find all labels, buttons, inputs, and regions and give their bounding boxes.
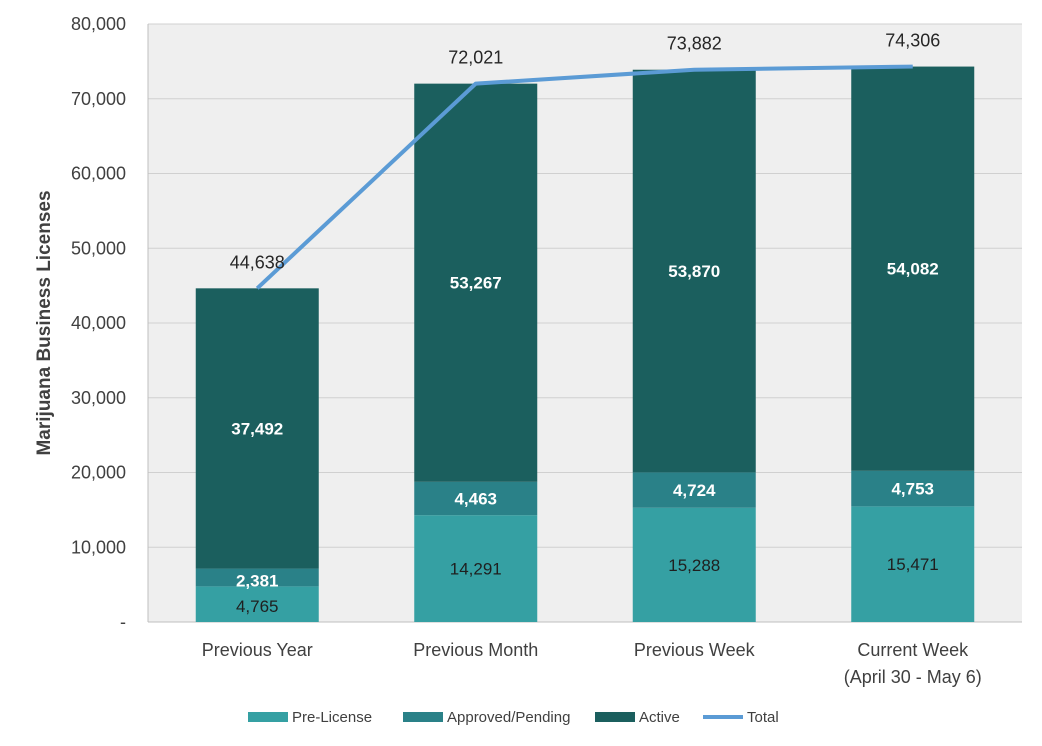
y-axis-label: Marijuana Business Licenses	[34, 190, 55, 455]
bar-value-label: 14,291	[450, 560, 502, 579]
bar-value-label: 4,765	[236, 597, 279, 616]
total-line-path	[255, 64, 913, 290]
bar-value-label: 4,753	[891, 480, 934, 499]
bar-value-label: 2,381	[236, 571, 279, 590]
x-category-label: Previous Week	[634, 640, 756, 660]
bar-segment	[632, 472, 756, 508]
y-tick-label: 70,000	[71, 89, 126, 109]
y-tick-label: 80,000	[71, 14, 126, 34]
total-value-label: 44,638	[230, 252, 285, 272]
bar-value-label: 53,870	[668, 262, 720, 281]
y-tick-label: 20,000	[71, 463, 126, 483]
y-tick-label: 10,000	[71, 537, 126, 557]
bar-value-label: 53,267	[450, 274, 502, 293]
x-category-label: Previous Month	[413, 640, 538, 660]
total-value-label: 74,306	[885, 31, 940, 51]
y-axis-ticks: - 10,000 20,000 30,000 40,000 50,000 60,000 70,…	[71, 14, 126, 632]
legend-swatch	[248, 712, 288, 722]
bar-segment	[195, 288, 319, 569]
y-tick-label: 30,000	[71, 388, 126, 408]
bar-segment	[414, 515, 538, 622]
bars: 4,765 2,381 37,492 14,291 4,463 53,267 15,288 4…	[195, 66, 975, 622]
legend-swatch	[403, 712, 443, 722]
x-axis-categories: Previous Year Previous Month Previous Week…	[202, 640, 982, 687]
legend-swatch	[595, 712, 635, 722]
bar-segment	[414, 83, 538, 482]
legend: Pre-License Approved/Pending Active Total	[248, 709, 779, 726]
x-category-label: Previous Year	[202, 640, 313, 660]
bar-segment	[195, 586, 319, 622]
x-category-label: (April 30 - May 6)	[844, 667, 982, 687]
bar-segment	[632, 507, 756, 622]
bar-value-label: 15,471	[887, 555, 939, 574]
bar-value-label: 15,288	[668, 556, 720, 575]
bar-value-label: 37,492	[231, 419, 283, 438]
bar-value-label: 4,463	[454, 489, 497, 508]
total-value-label: 72,021	[448, 48, 503, 68]
legend-label: Total	[747, 709, 779, 726]
bar-value-label: 54,082	[887, 260, 939, 279]
total-line: 44,638 72,021 73,882 74,306	[230, 31, 940, 290]
bar-value-label: 4,724	[673, 481, 716, 500]
bar-segment	[851, 506, 975, 622]
bar-segment	[414, 481, 538, 516]
y-tick-label: -	[120, 612, 126, 632]
y-tick-label: 40,000	[71, 313, 126, 333]
legend-label: Approved/Pending	[447, 709, 570, 726]
total-value-label: 73,882	[667, 34, 722, 54]
y-tick-label: 60,000	[71, 164, 126, 184]
x-category-label: Current Week	[857, 640, 969, 660]
legend-label: Pre-License	[292, 709, 372, 726]
bar-segment	[632, 69, 756, 473]
bar-segment	[195, 568, 319, 587]
bar-segment	[851, 470, 975, 507]
legend-label: Active	[639, 709, 680, 726]
y-tick-label: 50,000	[71, 238, 126, 258]
bar-segment	[851, 66, 975, 471]
